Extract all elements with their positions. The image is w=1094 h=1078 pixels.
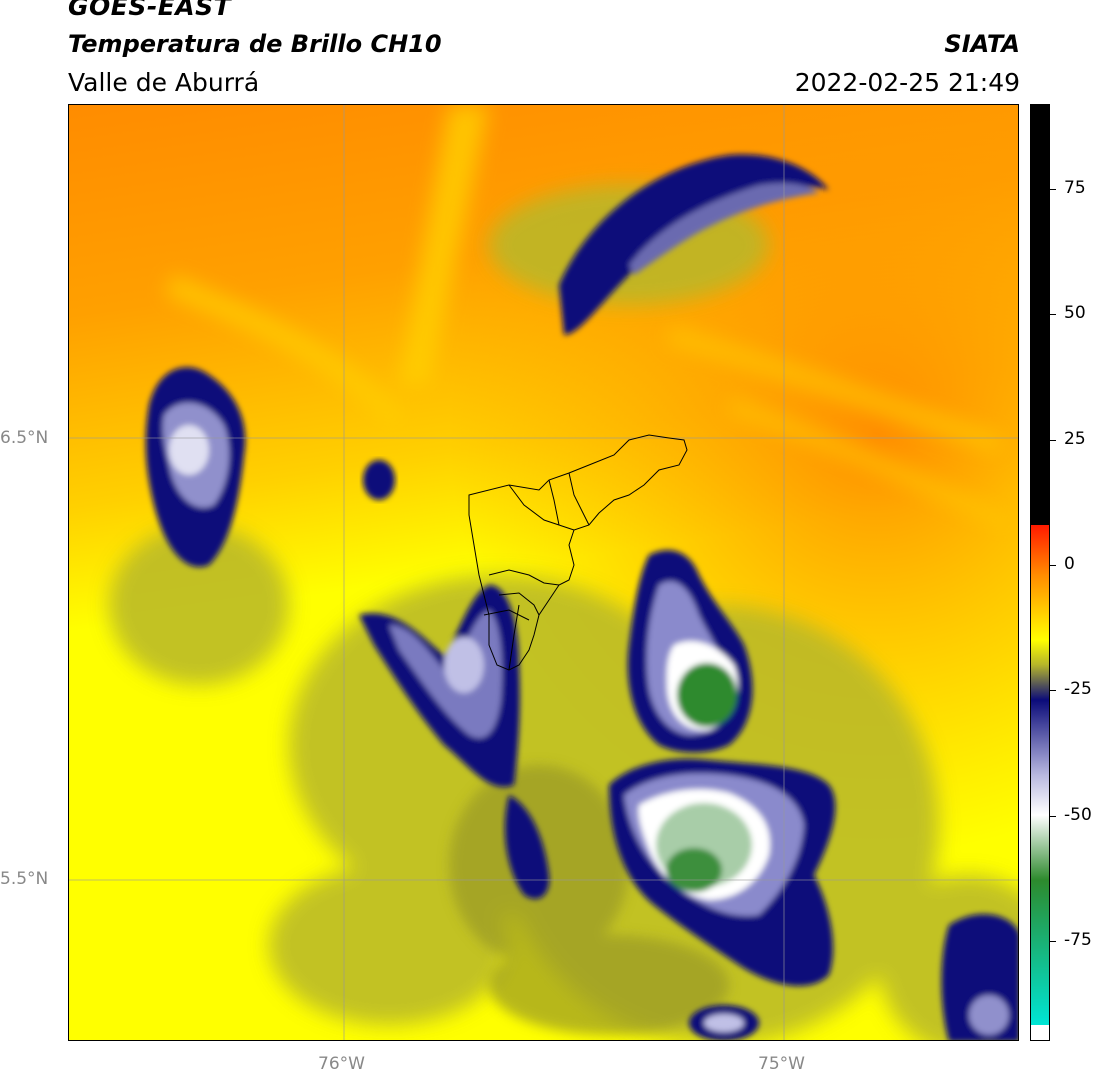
colorbar-tick xyxy=(1050,815,1056,817)
region-title: Valle de Aburrá xyxy=(68,68,260,97)
colorbar-tick xyxy=(1050,940,1056,942)
lon-tick-label: 75°W xyxy=(758,1054,805,1074)
datetime-title: 2022-02-25 21:49 xyxy=(794,68,1020,97)
lat-tick-label: 5.5°N xyxy=(0,869,49,889)
colorbar-tick xyxy=(1050,690,1056,692)
colorbar-tick xyxy=(1050,189,1056,191)
colorbar-tick-label: -25 xyxy=(1064,679,1092,700)
colorbar-tick xyxy=(1050,314,1056,316)
lon-tick-label: 76°W xyxy=(318,1054,365,1074)
satellite-title: GOES-EAST xyxy=(68,0,232,21)
brightness-temperature-map xyxy=(68,104,1019,1041)
colorbar-tick-label: 25 xyxy=(1064,428,1086,449)
colorbar-tick-label: 0 xyxy=(1064,553,1075,574)
agency-title: SIATA xyxy=(944,30,1020,58)
colorbar-tick-label: 50 xyxy=(1064,303,1086,324)
colorbar-tick xyxy=(1050,439,1056,441)
colorbar xyxy=(1030,104,1050,1041)
colorbar-tick-label: -50 xyxy=(1064,804,1092,825)
colorbar-tick-label: 75 xyxy=(1064,178,1086,199)
colorbar-tick-label: -75 xyxy=(1064,929,1092,950)
product-title: Temperatura de Brillo CH10 xyxy=(68,30,442,58)
colorbar-tick xyxy=(1050,564,1056,566)
lat-tick-label: 6.5°N xyxy=(0,428,49,448)
